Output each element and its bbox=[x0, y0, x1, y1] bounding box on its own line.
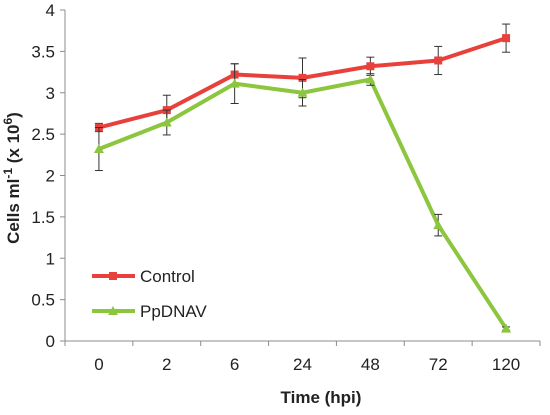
y-axis-title-end: ) bbox=[4, 112, 23, 118]
legend-marker-ppdnav bbox=[108, 306, 118, 315]
x-tick-label: 72 bbox=[429, 355, 448, 374]
data-point bbox=[501, 323, 512, 333]
data-point bbox=[434, 56, 443, 65]
data-point bbox=[366, 62, 375, 71]
legend-item-control: Control bbox=[92, 267, 195, 286]
data-point bbox=[433, 220, 444, 230]
y-tick-label: 3.5 bbox=[31, 42, 55, 61]
data-point bbox=[365, 74, 376, 84]
data-point bbox=[229, 78, 240, 88]
x-tick-label: 0 bbox=[94, 355, 103, 374]
series-ppdnav bbox=[93, 63, 512, 333]
y-tick-label: 2.5 bbox=[31, 125, 55, 144]
y-axis-title-sup2: 6 bbox=[1, 118, 15, 125]
data-point bbox=[298, 73, 307, 82]
y-tick-label: 2 bbox=[46, 167, 55, 186]
x-tick-label: 24 bbox=[293, 355, 312, 374]
legend-label-control: Control bbox=[140, 267, 195, 286]
y-axis-title-main: Cells ml bbox=[4, 179, 23, 244]
legend: Control PpDNAV bbox=[92, 267, 207, 321]
x-tick-label: 48 bbox=[361, 355, 380, 374]
data-point bbox=[502, 34, 511, 43]
x-tick-label: 6 bbox=[230, 355, 239, 374]
x-tick-label: 120 bbox=[492, 355, 520, 374]
legend-marker-control bbox=[109, 272, 117, 280]
series-line-ppdnav bbox=[98, 77, 508, 330]
y-ticks: 0 0.5 1 1.5 2 2.5 3 3.5 4 bbox=[31, 1, 65, 351]
y-tick-label: 4 bbox=[46, 1, 55, 20]
x-ticks: 0 2 6 24 48 72 120 bbox=[64, 341, 541, 374]
legend-label-ppdnav: PpDNAV bbox=[140, 302, 207, 321]
x-axis-title: Time (hpi) bbox=[281, 388, 362, 407]
y-axis-title-mid: (x 10 bbox=[4, 125, 23, 168]
data-point bbox=[161, 117, 172, 127]
y-axis-title: Cells ml-1 (x 106) bbox=[1, 112, 23, 244]
y-tick-label: 0 bbox=[46, 332, 55, 351]
data-point bbox=[297, 87, 308, 97]
series-control bbox=[94, 23, 511, 133]
x-tick-label: 2 bbox=[162, 355, 171, 374]
y-tick-label: 3 bbox=[46, 84, 55, 103]
y-tick-label: 0.5 bbox=[31, 291, 55, 310]
data-point bbox=[93, 144, 104, 154]
y-axis-title-sup1: -1 bbox=[1, 168, 15, 179]
series-layer bbox=[93, 23, 512, 333]
legend-item-ppdnav: PpDNAV bbox=[92, 302, 207, 321]
y-tick-label: 1.5 bbox=[31, 208, 55, 227]
y-tick-label: 1 bbox=[46, 249, 55, 268]
